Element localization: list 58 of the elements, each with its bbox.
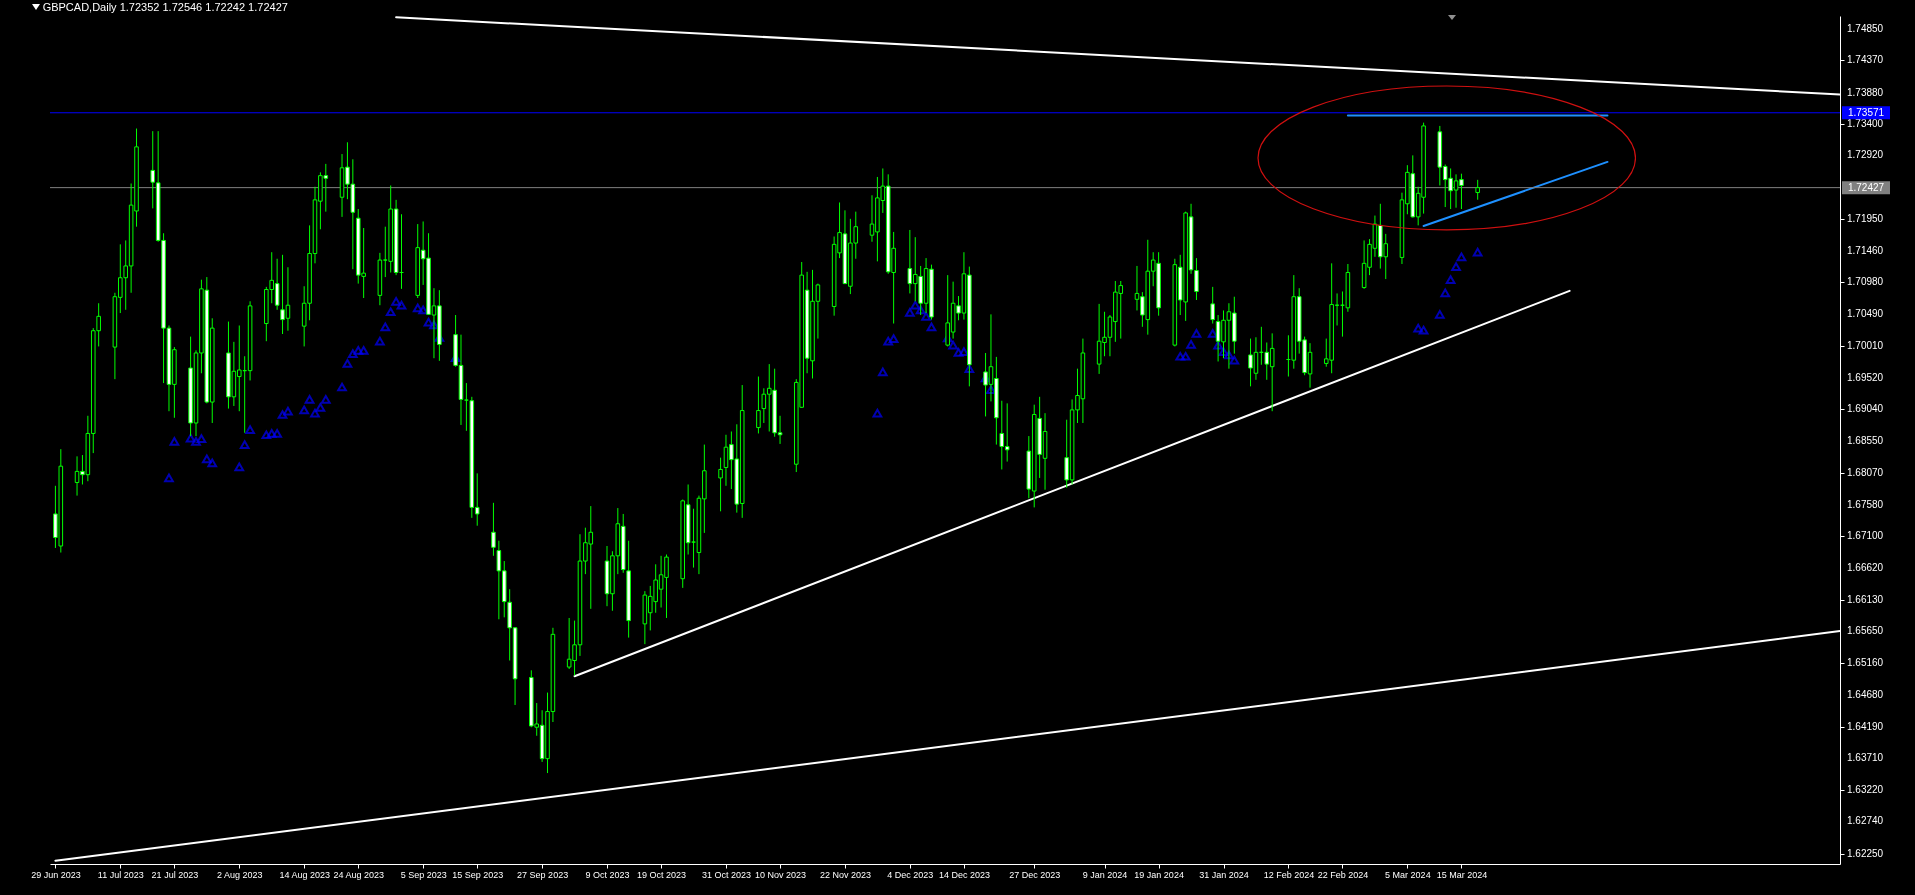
x-tick-label: 2 Aug 2023 <box>217 869 263 880</box>
x-tick-label: 31 Oct 2023 <box>701 869 752 880</box>
candlestick <box>491 502 496 557</box>
x-tick-label: 27 Sep 2023 <box>517 869 569 880</box>
y-tick-label: 1.73880 <box>1847 86 1884 98</box>
y-tick-label: 1.69040 <box>1847 403 1884 415</box>
y-tick-label: 1.65160 <box>1847 657 1884 669</box>
y-tick-label: 1.72920 <box>1847 149 1884 161</box>
x-tick-label: 19 Oct 2023 <box>637 869 687 880</box>
y-tick-label: 1.66130 <box>1847 593 1884 605</box>
y-tick-label: 1.66620 <box>1847 561 1884 573</box>
x-tick-label: 31 Jan 2024 <box>1199 869 1249 880</box>
ref-line-label: 1.73571 <box>1847 106 1885 118</box>
y-tick-label: 1.67580 <box>1847 498 1884 510</box>
y-tick-label: 1.63710 <box>1847 752 1884 763</box>
y-tick-label: 1.68070 <box>1847 466 1884 478</box>
x-tick-label: 22 Feb 2024 <box>1317 869 1369 880</box>
x-tick-label: 12 Feb 2024 <box>1263 869 1315 880</box>
y-tick-label: 1.70980 <box>1847 276 1884 288</box>
x-tick-label: 29 Jun 2023 <box>31 869 81 880</box>
y-tick-label: 1.68550 <box>1847 435 1884 447</box>
candlestick <box>1210 286 1215 325</box>
x-tick-label: 5 Mar 2024 <box>1385 869 1431 880</box>
y-tick-label: 1.71950 <box>1847 212 1884 224</box>
x-tick-label: 27 Dec 2023 <box>1009 869 1061 880</box>
x-tick-label: 15 Sep 2023 <box>452 869 504 880</box>
x-tick-label: 11 Jul 2023 <box>97 869 144 880</box>
y-tick-label: 1.69520 <box>1847 371 1884 383</box>
ref-line-label: 1.72427 <box>1847 181 1885 193</box>
x-tick-label: 10 Nov 2023 <box>755 869 807 880</box>
x-tick-label: 24 Aug 2023 <box>333 869 385 880</box>
y-tick-label: 1.73400 <box>1847 117 1884 129</box>
y-tick-label: 1.63220 <box>1847 784 1884 796</box>
y-tick-label: 1.74850 <box>1847 23 1884 35</box>
y-tick-label: 1.64680 <box>1847 688 1884 700</box>
candlestick <box>756 376 761 434</box>
x-tick-label: 14 Aug 2023 <box>279 869 330 880</box>
y-tick-label: 1.62250 <box>1847 847 1884 859</box>
x-tick-label: 5 Sep 2023 <box>400 869 447 880</box>
y-tick-label: 1.62740 <box>1847 815 1884 827</box>
x-tick-label: 14 Dec 2023 <box>938 869 990 880</box>
y-tick-label: 1.74370 <box>1847 54 1884 66</box>
chart-title: GBPCAD,Daily 1.72352 1.72546 1.72242 1.72427 <box>42 1 288 13</box>
x-tick-label: 4 Dec 2023 <box>887 869 934 880</box>
y-tick-label: 1.71460 <box>1847 244 1884 256</box>
x-tick-label: 9 Jan 2024 <box>1082 869 1128 880</box>
x-tick-label: 15 Mar 2024 <box>1436 869 1488 880</box>
x-tick-label: 21 Jul 2023 <box>151 869 199 880</box>
x-tick-label: 22 Nov 2023 <box>819 869 871 880</box>
y-tick-label: 1.65650 <box>1847 625 1884 637</box>
x-tick-label: 19 Jan 2024 <box>1134 869 1184 880</box>
y-tick-label: 1.67100 <box>1847 530 1884 542</box>
candlestick <box>718 457 723 512</box>
y-tick-label: 1.70010 <box>1847 339 1884 351</box>
y-tick-label: 1.70490 <box>1847 308 1884 320</box>
candlestick <box>1475 179 1480 201</box>
x-tick-label: 9 Oct 2023 <box>585 869 630 880</box>
y-tick-label: 1.64190 <box>1847 720 1884 732</box>
